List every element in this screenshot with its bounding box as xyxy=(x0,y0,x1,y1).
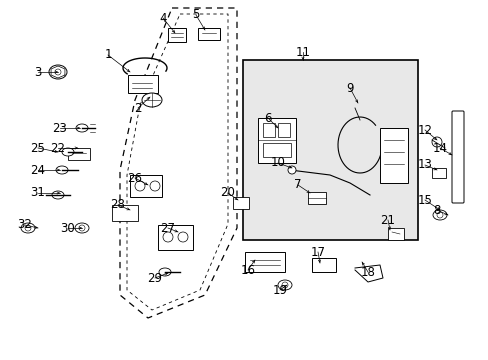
Text: 29: 29 xyxy=(147,271,162,284)
Circle shape xyxy=(163,232,173,242)
Bar xyxy=(198,28,220,40)
Ellipse shape xyxy=(62,148,74,156)
Text: 27: 27 xyxy=(160,221,175,234)
Ellipse shape xyxy=(142,93,162,107)
Circle shape xyxy=(282,282,287,288)
Ellipse shape xyxy=(159,268,171,276)
Circle shape xyxy=(150,181,160,191)
Text: 21: 21 xyxy=(380,213,395,226)
Text: 8: 8 xyxy=(432,203,440,216)
Text: 28: 28 xyxy=(110,198,125,211)
Bar xyxy=(263,143,290,157)
Bar xyxy=(68,148,90,160)
Bar xyxy=(311,258,335,272)
Ellipse shape xyxy=(21,223,35,233)
Circle shape xyxy=(431,137,441,147)
Text: 4: 4 xyxy=(159,12,166,24)
Bar xyxy=(243,60,417,240)
Text: 3: 3 xyxy=(34,66,41,78)
Bar xyxy=(112,205,138,221)
Text: 22: 22 xyxy=(50,141,65,154)
Text: 25: 25 xyxy=(30,141,45,154)
Text: 26: 26 xyxy=(127,171,142,184)
Bar xyxy=(130,175,162,197)
Text: 11: 11 xyxy=(295,45,310,58)
Bar xyxy=(158,225,193,250)
FancyBboxPatch shape xyxy=(451,111,463,203)
Polygon shape xyxy=(354,265,382,282)
Text: 14: 14 xyxy=(431,141,447,154)
Text: 31: 31 xyxy=(30,186,45,199)
Circle shape xyxy=(79,225,85,231)
Circle shape xyxy=(25,225,31,231)
Text: 13: 13 xyxy=(417,158,431,171)
Ellipse shape xyxy=(75,223,89,233)
Text: 24: 24 xyxy=(30,163,45,176)
Ellipse shape xyxy=(432,210,446,220)
Circle shape xyxy=(178,232,187,242)
Text: 10: 10 xyxy=(270,157,285,170)
Bar xyxy=(387,228,403,240)
Bar xyxy=(232,197,248,209)
Bar xyxy=(263,123,274,137)
Circle shape xyxy=(436,212,442,218)
Text: 18: 18 xyxy=(360,266,375,279)
Text: 16: 16 xyxy=(240,264,255,276)
Text: 32: 32 xyxy=(18,219,32,231)
Bar xyxy=(128,75,158,93)
Text: 7: 7 xyxy=(294,179,301,192)
Text: 30: 30 xyxy=(61,221,75,234)
Ellipse shape xyxy=(278,280,291,290)
Bar xyxy=(278,123,289,137)
Ellipse shape xyxy=(56,166,68,174)
Text: 19: 19 xyxy=(272,284,287,297)
Bar xyxy=(431,168,445,178)
Circle shape xyxy=(55,69,61,75)
Ellipse shape xyxy=(52,191,64,199)
Text: 15: 15 xyxy=(417,194,431,207)
Text: 12: 12 xyxy=(417,123,431,136)
Text: 2: 2 xyxy=(134,102,142,114)
Circle shape xyxy=(135,181,145,191)
Bar xyxy=(168,28,185,42)
Text: 17: 17 xyxy=(310,246,325,258)
Bar xyxy=(244,252,285,272)
Text: 9: 9 xyxy=(346,81,353,94)
Ellipse shape xyxy=(49,65,67,79)
Text: 20: 20 xyxy=(220,186,235,199)
Circle shape xyxy=(287,166,295,174)
Bar xyxy=(307,192,325,204)
Text: 5: 5 xyxy=(192,9,199,22)
Text: 1: 1 xyxy=(104,49,112,62)
Bar xyxy=(258,118,295,163)
Bar xyxy=(379,128,407,183)
Text: 23: 23 xyxy=(52,122,67,135)
Ellipse shape xyxy=(76,124,88,132)
Text: 6: 6 xyxy=(264,112,271,125)
